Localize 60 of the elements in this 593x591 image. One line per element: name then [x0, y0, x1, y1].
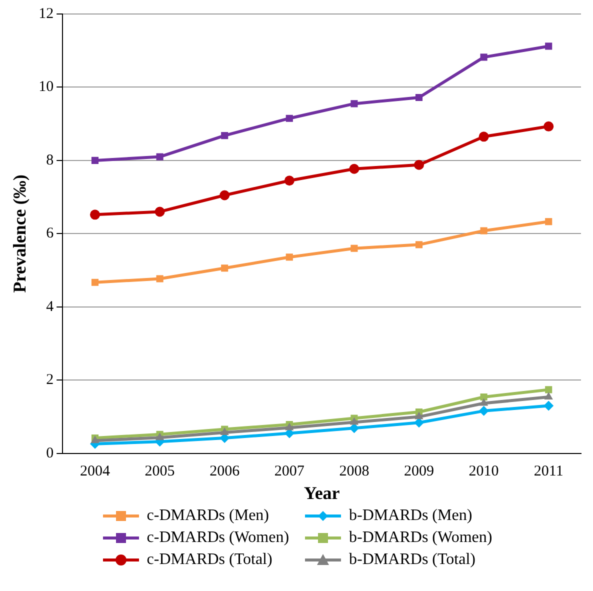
y-tick-label: 10: [38, 79, 54, 96]
point: [544, 121, 554, 132]
point: [220, 428, 229, 436]
legend-label: c-DMARDs (Women): [146, 529, 290, 547]
y-tick-label: 12: [38, 6, 54, 22]
x-tick-label: 2005: [144, 463, 175, 480]
x-tick-label: 2011: [534, 463, 564, 480]
point: [545, 42, 552, 50]
x-tick-label: 2007: [274, 463, 305, 480]
point: [545, 218, 552, 226]
point: [156, 153, 164, 160]
y-tick-label: 8: [46, 152, 54, 168]
point: [90, 210, 100, 220]
point: [350, 417, 359, 425]
y-tick-label: 0: [46, 445, 54, 462]
point: [285, 422, 294, 430]
x-tick-label: 2009: [404, 463, 434, 480]
point: [91, 278, 99, 286]
legend-label: c-DMARDs (Total): [146, 551, 272, 569]
point: [415, 94, 423, 102]
point: [478, 132, 489, 142]
y-tick-label: 6: [46, 226, 54, 242]
point: [414, 412, 424, 420]
point: [415, 241, 423, 248]
y-axis-title: Prevalence (‰): [9, 174, 30, 293]
x-axis-title: Year: [304, 482, 340, 503]
point: [154, 206, 165, 217]
legend-label: c-DMARDs (Men): [146, 507, 269, 525]
point: [349, 164, 360, 174]
point: [349, 423, 360, 434]
y-tick-label: 2: [46, 372, 54, 388]
point: [544, 392, 553, 400]
point: [156, 275, 164, 282]
point: [221, 264, 228, 272]
point: [414, 418, 424, 428]
point: [480, 393, 488, 401]
point: [220, 190, 230, 200]
point: [480, 227, 488, 234]
point: [155, 432, 164, 440]
x-tick-label: 2008: [339, 463, 370, 480]
point: [350, 244, 358, 252]
x-tick-label: 2004: [80, 463, 110, 480]
point: [286, 254, 293, 261]
point: [479, 398, 488, 406]
point: [414, 160, 424, 170]
point: [350, 100, 358, 108]
point: [286, 114, 293, 122]
y-tick-label: 4: [46, 298, 54, 315]
x-tick-label: 2006: [210, 463, 240, 480]
point: [221, 132, 228, 140]
point: [284, 176, 294, 186]
point: [544, 400, 554, 411]
legend-label: b-DMARDs (Total): [349, 551, 476, 569]
point: [480, 54, 488, 61]
legend-label: b-DMARDs (Men): [349, 507, 472, 525]
point: [478, 406, 489, 416]
point: [91, 156, 99, 164]
point: [545, 386, 552, 394]
x-tick-label: 2010: [468, 463, 499, 480]
legend-label: b-DMARDs (Women): [349, 529, 492, 547]
